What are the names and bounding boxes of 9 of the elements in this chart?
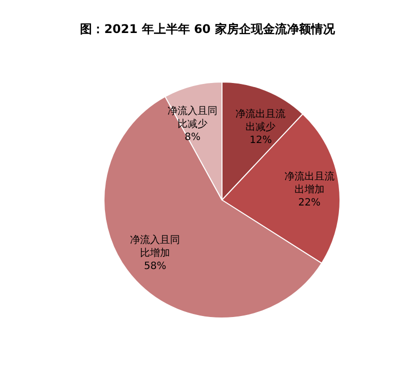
- data-label: 8%: [184, 132, 201, 143]
- slice-label: 净流出且流出减少: [236, 108, 286, 133]
- data-label: 22%: [298, 198, 320, 209]
- data-label: 58%: [144, 260, 166, 272]
- chart-title: 图：2021 年上半年 60 家房企现金流净额情况: [80, 22, 336, 36]
- slice-label: 净流入且同比增加: [130, 234, 180, 259]
- data-label: 12%: [250, 134, 272, 146]
- slice-label: 净流出且流出增加: [284, 170, 334, 196]
- slice-label: 净流入且同比减少: [168, 104, 218, 130]
